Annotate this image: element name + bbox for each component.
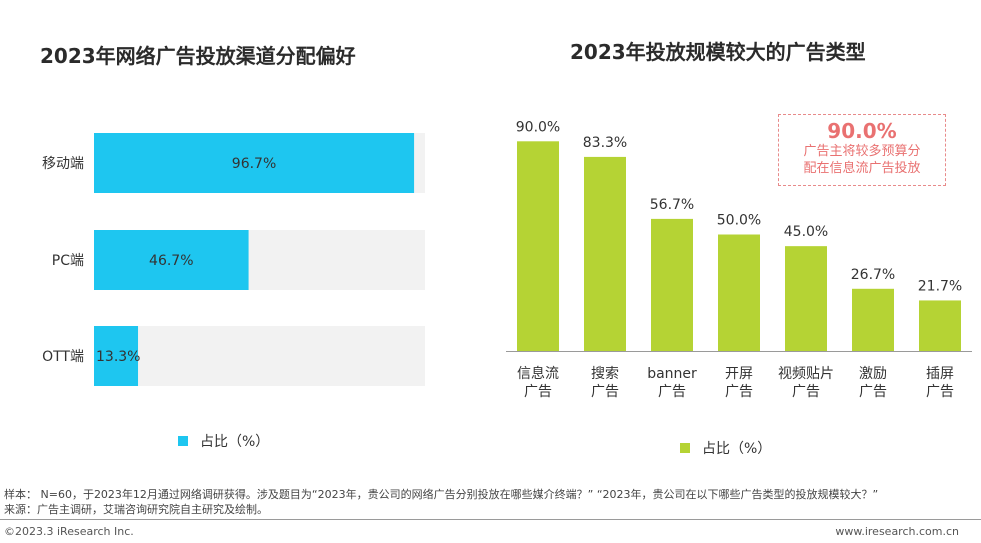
right-category-label-2-0: banner [647,366,697,382]
left-legend-swatch [178,436,188,446]
right-category-label-4-0: 视频贴片 [778,366,834,382]
annotation-value: 90.0% [827,119,897,143]
left-category-label-1: PC端 [52,253,84,269]
annotation-line-2: 配在信息流广告投放 [803,161,921,176]
right-chart-title: 2023年投放规模较大的广告类型 [570,40,866,64]
bar-track-2 [94,326,425,386]
footer-divider [0,519,981,520]
right-category-label-0-0: 信息流 [517,365,559,382]
left-category-label-0: 移动端 [42,156,84,172]
right-bar-6 [919,300,961,351]
source-note: 来源：广告主调研，艾瑞咨询研究院自主研究及绘制。 [4,503,268,516]
right-bar-1 [584,156,626,351]
right-category-label-1-0: 搜索 [591,365,619,382]
right-legend-swatch [680,443,690,453]
left-legend: 占比（%） [178,431,269,451]
left-bar-2 [94,326,139,386]
right-value-label-3: 50.0% [717,213,761,229]
website: www.iresearch.com.cn [835,525,959,538]
left-value-label-2: 13.3% [96,349,140,365]
right-category-label-2-1: 广告 [658,384,686,400]
left-bar-0 [94,133,415,193]
right-category-label-6-0: 插屏 [926,366,954,382]
left-value-label-1: 46.7% [149,253,193,269]
right-category-label-4-1: 广告 [792,384,820,400]
left-chart-title: 2023年网络广告投放渠道分配偏好 [40,44,356,68]
right-category-label-6-1: 广告 [926,384,954,400]
right-value-label-2: 56.7% [650,197,694,213]
right-category-label-5-1: 广告 [859,384,887,400]
right-bar-0 [517,141,559,351]
left-legend-label: 占比（%） [200,434,270,450]
right-category-label-3-0: 开屏 [725,366,753,382]
left-value-label-0: 96.7% [232,156,276,172]
right-legend: 占比（%） [680,438,771,458]
right-legend-label: 占比（%） [702,441,772,457]
annotation-line-1: 广告主将较多预算分 [803,144,921,159]
right-category-label-1-1: 广告 [591,384,619,400]
left-bar-1 [94,230,249,290]
right-value-label-6: 21.7% [918,278,962,294]
right-bar-3 [718,234,760,351]
right-category-label-5-0: 激励 [859,365,887,382]
right-value-label-0: 90.0% [516,119,560,135]
right-category-label-0-1: 广告 [524,384,552,400]
right-category-label-3-1: 广告 [725,384,753,400]
annotation-callout: 90.0% 广告主将较多预算分 配在信息流广告投放 [778,114,946,186]
right-value-label-5: 26.7% [851,267,895,283]
left-category-label-2: OTT端 [42,349,84,365]
copyright: ©2023.3 iResearch Inc. [4,525,134,538]
right-value-label-1: 83.3% [583,135,627,151]
right-bar-4 [785,246,827,351]
right-bar-2 [651,218,693,351]
right-bar-5 [852,288,894,351]
sample-note: 样本： N=60，于2023年12月通过网络调研获得。涉及题目为“2023年，贵… [4,488,879,501]
right-value-label-4: 45.0% [784,224,828,240]
